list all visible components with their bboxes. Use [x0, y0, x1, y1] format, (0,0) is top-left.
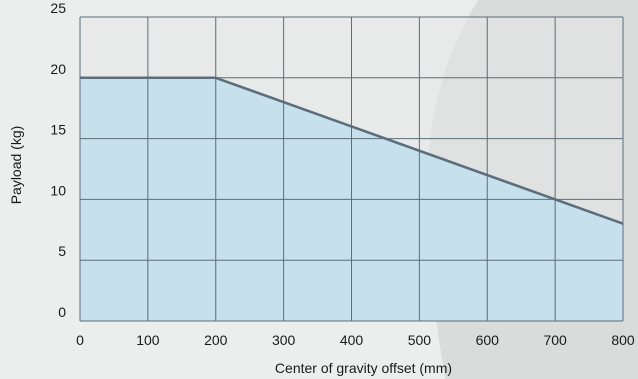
x-axis-label: Center of gravity offset (mm): [275, 360, 452, 376]
y-tick-label-20: 20: [50, 61, 66, 77]
x-tick-label-600: 600: [476, 332, 500, 348]
x-tick-label-500: 500: [408, 332, 432, 348]
payload-line: [80, 76, 624, 225]
y-tick-labels: 0 5 10 15 20 25: [50, 0, 66, 320]
y-tick-label-15: 15: [50, 122, 66, 138]
grid-layer: [79, 16, 624, 322]
y-tick-label-10: 10: [50, 182, 66, 198]
y-axis-label: Payload (kg): [8, 126, 24, 205]
x-tick-labels: 0 100 200 300 400 500 600 700 800: [76, 332, 635, 348]
line-layer: [80, 76, 624, 225]
y-tick-label-25: 25: [50, 0, 66, 16]
x-tick-label-700: 700: [543, 332, 567, 348]
y-tick-label-0: 0: [58, 304, 66, 320]
x-tick-label-400: 400: [340, 332, 364, 348]
y-tick-label-5: 5: [58, 243, 66, 259]
x-tick-label-800: 800: [611, 332, 635, 348]
x-tick-label-300: 300: [272, 332, 296, 348]
x-tick-label-100: 100: [136, 332, 160, 348]
x-tick-label-0: 0: [76, 332, 84, 348]
x-tick-label-200: 200: [204, 332, 228, 348]
